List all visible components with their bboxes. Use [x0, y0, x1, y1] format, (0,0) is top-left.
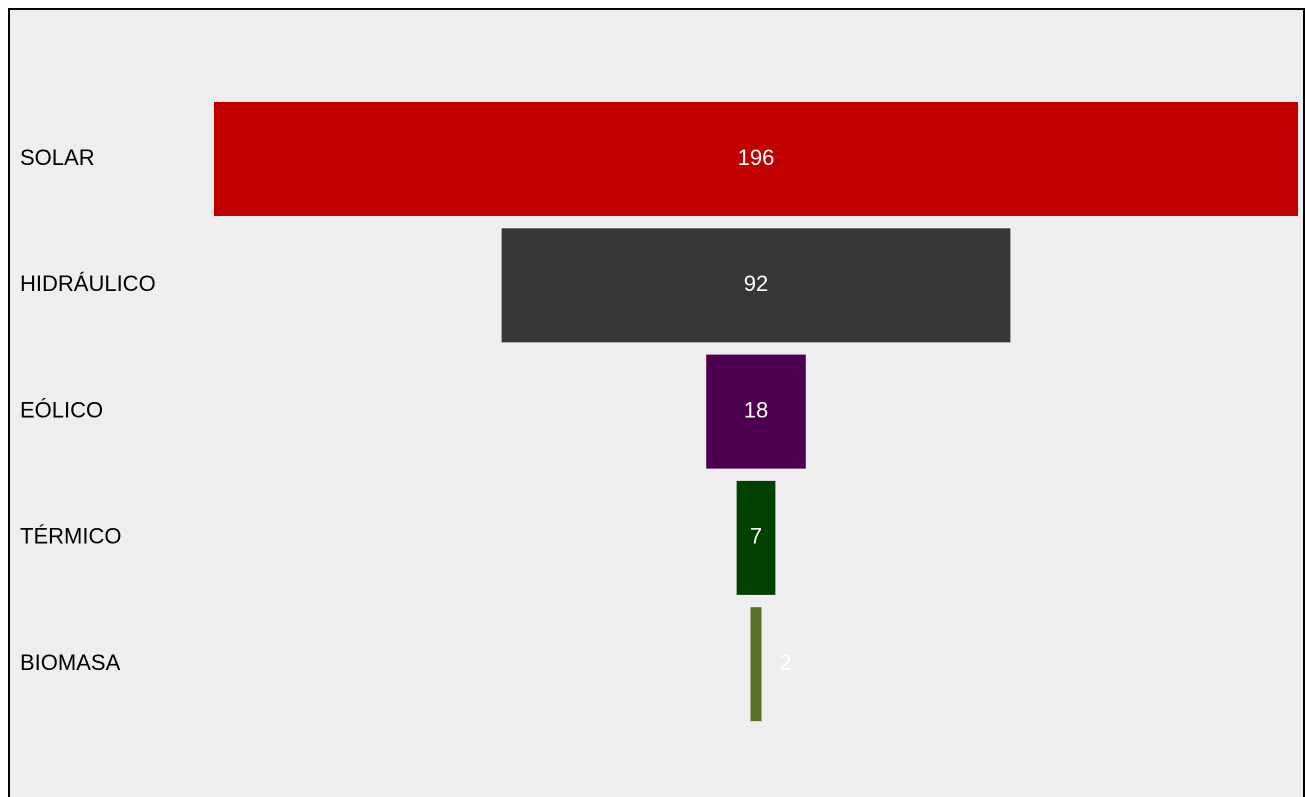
category-label: EÓLICO: [20, 397, 103, 422]
category-label: BIOMASA: [20, 650, 121, 675]
value-label: 92: [744, 271, 768, 296]
value-label: 7: [750, 524, 762, 549]
bar: [706, 354, 806, 469]
bar: [736, 480, 776, 595]
bar: [501, 228, 1011, 343]
bar: [214, 102, 1298, 216]
category-label: HIDRÁULICO: [20, 271, 156, 296]
category-label: SOLAR: [20, 145, 95, 170]
value-label: 2: [780, 650, 792, 675]
value-label: 18: [744, 397, 768, 422]
bar: [750, 607, 762, 722]
value-label: 196: [738, 145, 775, 170]
category-label: TÉRMICO: [20, 524, 121, 549]
